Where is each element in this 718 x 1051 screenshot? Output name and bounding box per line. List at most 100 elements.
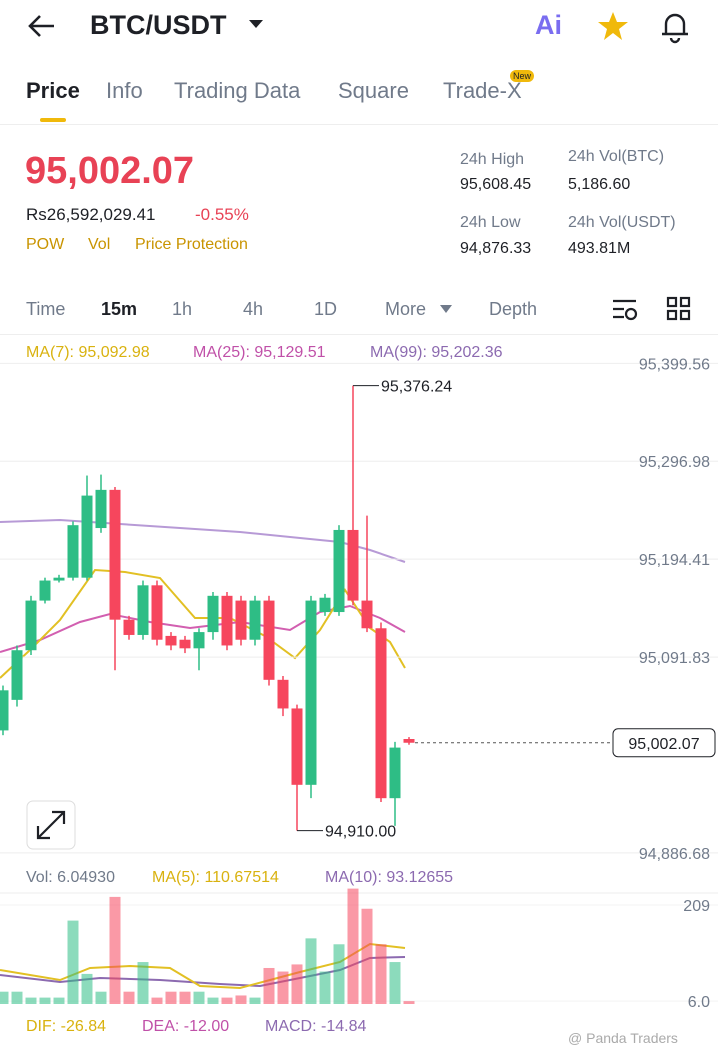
tab[interactable]: Trade-X (443, 78, 522, 103)
candle-body (81, 495, 93, 578)
pair[interactable]: BTC/USDT (90, 10, 227, 40)
candle-body (375, 628, 387, 799)
volume-bar (235, 995, 247, 1004)
tab[interactable]: Price (26, 78, 80, 103)
volume-bar (263, 967, 275, 1004)
vol-tick-label: 209 (683, 898, 710, 915)
candle-body (389, 747, 401, 799)
expand-icon (36, 810, 66, 840)
candle-body (67, 525, 79, 578)
y-tick-label: 95,091.83 (639, 650, 710, 667)
dea-legend: DEA: -12.00 (142, 1018, 230, 1035)
y-tick-label: 94,886.68 (639, 846, 710, 863)
candle-body (165, 635, 177, 646)
volume-bar (221, 997, 233, 1004)
tab[interactable]: Trading Data (174, 78, 301, 103)
candle-body (403, 739, 415, 743)
candle-body (207, 595, 219, 633)
candle-body (263, 600, 275, 680)
volume-bar (109, 896, 121, 1004)
candle-body (277, 679, 289, 709)
volume-bar (333, 944, 345, 1004)
volume-bar (151, 997, 163, 1004)
volume-bar (39, 997, 51, 1004)
tag[interactable]: Price Protection (135, 236, 248, 253)
interval[interactable]: Depth (489, 299, 538, 319)
tag[interactable]: POW (26, 236, 65, 253)
interval[interactable]: 4h (243, 299, 264, 319)
interval[interactable]: 1D (314, 299, 338, 319)
candle-body (151, 585, 163, 640)
stat-value: 5,186.60 (568, 176, 631, 193)
volume-bar (277, 971, 289, 1004)
stat-value: 493.81M (568, 240, 631, 257)
favorite-star[interactable] (596, 10, 630, 42)
back-button[interactable] (26, 12, 58, 40)
candle-body (25, 600, 37, 651)
volume-bar (361, 908, 373, 1004)
high-label: 95,376.24 (381, 379, 452, 396)
layout-grid[interactable] (666, 296, 692, 322)
stat-value: 95,608.45 (460, 176, 532, 193)
candle-body (333, 529, 345, 613)
volume-bar (347, 888, 359, 1004)
dif-legend: DIF: -26.84 (26, 1018, 107, 1035)
stat-label: 24h Vol(USDT) (568, 214, 676, 231)
tag[interactable]: Vol (88, 236, 111, 253)
tab-indicator (40, 118, 66, 122)
volume-bar (305, 938, 317, 1004)
ma25-legend: MA(25): 95,129.51 (193, 344, 326, 361)
candle-body (179, 639, 191, 649)
candle-body (305, 600, 317, 785)
candle-body (235, 600, 247, 640)
volume-bar (137, 962, 149, 1004)
ma7-legend: MA(7): 95,092.98 (26, 344, 150, 361)
stat-label: 24h High (460, 151, 525, 168)
interval[interactable]: 1h (172, 299, 193, 319)
volume-bar (123, 991, 135, 1004)
candle-body (319, 597, 331, 613)
interval[interactable]: Time (26, 299, 66, 319)
volume-bar (403, 1001, 415, 1004)
ma99-legend: MA(99): 95,202.36 (370, 344, 503, 361)
candle-body (347, 529, 359, 601)
volume-bar (95, 991, 107, 1004)
vol-ma5-line (0, 942, 406, 990)
candle-body (361, 600, 373, 629)
divider (0, 334, 718, 335)
fiat-price: Rs26,592,029.41 (26, 205, 156, 224)
macd-legend: MACD: -14.84 (265, 1018, 367, 1035)
y-tick-label: 95,194.41 (639, 552, 710, 569)
volume-bar (53, 997, 65, 1004)
y-tick-label: 95,399.56 (639, 356, 710, 373)
tab[interactable]: Info (106, 78, 143, 103)
candle-body (39, 580, 51, 601)
volume-bar (389, 962, 401, 1004)
bell[interactable] (658, 8, 692, 44)
pair-dropdown[interactable] (248, 18, 264, 30)
tab[interactable]: Square (338, 78, 409, 103)
candle-body (193, 632, 205, 649)
volume-bar (207, 997, 219, 1004)
volume-bar (249, 997, 261, 1004)
change: -0.55% (195, 205, 249, 224)
candle-body (137, 585, 149, 635)
interval[interactable]: 15m (101, 299, 138, 319)
ai-button[interactable]: Ai (535, 10, 562, 40)
last-price-box (612, 728, 716, 758)
volume-bar (0, 991, 9, 1004)
low-label: 94,910.00 (325, 824, 396, 841)
indicator-settings[interactable] (610, 296, 640, 324)
last-price-label: 95,002.07 (628, 736, 699, 753)
stat-label: 24h Vol(BTC) (568, 148, 665, 165)
vol-ma5-legend: MA(5): 110.67514 (152, 869, 279, 886)
volume-bar (375, 944, 387, 1004)
candle-body (0, 690, 9, 731)
candle-body (221, 595, 233, 646)
more-arrow (440, 305, 452, 313)
volume-bar (11, 991, 23, 1004)
ma99-line (0, 518, 406, 563)
interval[interactable]: More (385, 299, 427, 319)
candle-body (123, 619, 135, 635)
